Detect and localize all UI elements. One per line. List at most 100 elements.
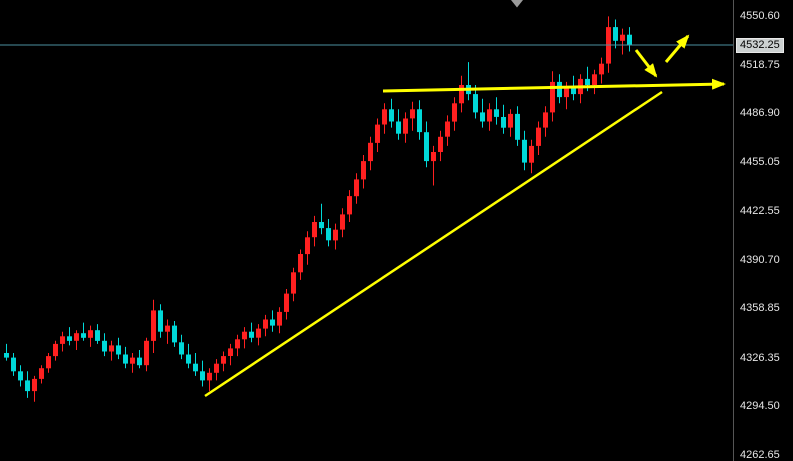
candle-body: [305, 237, 310, 255]
candle-body: [550, 81, 555, 113]
candle-body: [46, 356, 51, 369]
candle-body: [207, 372, 212, 381]
candle-body: [319, 222, 324, 229]
candle-body: [333, 229, 338, 241]
candle-body: [508, 113, 513, 128]
price-axis-label: 4358.85: [740, 302, 780, 314]
candle-body: [277, 311, 282, 326]
candle-body: [368, 142, 373, 162]
candle-body: [571, 88, 576, 95]
candle-body: [326, 228, 331, 241]
candle-body: [32, 378, 37, 392]
candle-body: [613, 27, 618, 41]
candle-body: [4, 353, 9, 358]
candle-body: [256, 328, 261, 338]
candle-body: [340, 214, 345, 230]
candle-body: [354, 179, 359, 197]
candle-body: [53, 343, 58, 357]
candle-body: [158, 310, 163, 332]
candle-series: [4, 16, 632, 402]
candle-body: [102, 340, 107, 352]
ascending-trendline[interactable]: [204, 90, 663, 398]
candle-body: [123, 354, 128, 364]
candle-body: [382, 109, 387, 125]
candle-body: [564, 88, 569, 98]
candle-body: [557, 81, 562, 98]
candle-body: [242, 331, 247, 340]
pullback-down-arrow[interactable]: [634, 49, 658, 78]
price-axis-label: 4326.35: [740, 352, 780, 364]
candle-body: [298, 254, 303, 273]
candle-body: [543, 112, 548, 128]
candle-body: [116, 345, 121, 355]
candle-body: [221, 356, 226, 364]
candle-body: [431, 152, 436, 162]
price-axis-label: 4455.05: [740, 156, 780, 168]
candle-body: [39, 368, 44, 379]
resistance-arrow[interactable]: [382, 78, 726, 93]
candle-body: [228, 348, 233, 356]
candle-body: [480, 112, 485, 122]
chart-shift-marker-icon: [511, 0, 523, 8]
price-axis-label: 4294.50: [740, 400, 780, 412]
current-price-tag: 4532.25: [736, 38, 784, 53]
candle-body: [130, 357, 135, 364]
candle-body: [270, 319, 275, 326]
candle-body: [515, 113, 520, 140]
candle-body: [620, 34, 625, 41]
candle-body: [60, 336, 65, 344]
candle-body: [375, 124, 380, 143]
candle-body: [172, 325, 177, 343]
candle-body: [312, 222, 317, 238]
price-axis-label: 4518.75: [740, 59, 780, 71]
price-axis[interactable]: 4550.60 4532.25 4518.75 4486.90 4455.05 4422.…: [734, 0, 793, 461]
candle-body: [74, 333, 79, 341]
candle-body: [200, 371, 205, 381]
candle-body: [403, 118, 408, 134]
candle-body: [389, 109, 394, 122]
candle-body: [592, 74, 597, 85]
candle-body: [25, 380, 30, 392]
candle-body: [445, 121, 450, 137]
candle-body: [144, 340, 149, 366]
candle-body: [137, 357, 142, 366]
candle-body: [81, 333, 86, 338]
candle-body: [235, 339, 240, 349]
axis-separator: [733, 0, 734, 461]
chart-annotations: [204, 34, 726, 398]
candle-body: [151, 310, 156, 341]
candle-body: [396, 121, 401, 134]
candle-body: [88, 330, 93, 338]
candle-body: [165, 325, 170, 332]
candle-body: [522, 139, 527, 163]
price-axis-label: 4550.60: [740, 10, 780, 22]
candle-body: [67, 336, 72, 341]
candle-body: [627, 34, 632, 45]
candle-body: [452, 103, 457, 122]
candle-body: [438, 136, 443, 152]
candle-body: [95, 330, 100, 341]
candle-body: [291, 272, 296, 294]
price-axis-label: 4422.55: [740, 205, 780, 217]
candle-body: [193, 363, 198, 372]
candle-body: [424, 132, 429, 162]
candle-body: [249, 331, 254, 338]
candlestick-chart-area[interactable]: [0, 0, 733, 461]
candle-body: [487, 109, 492, 122]
candle-body: [473, 94, 478, 113]
price-axis-label: 4390.70: [740, 254, 780, 266]
candle-body: [585, 78, 590, 85]
candle-body: [109, 345, 114, 352]
candle-body: [417, 109, 422, 133]
candle-body: [494, 109, 499, 117]
candle-body: [18, 371, 23, 381]
candle-body: [347, 196, 352, 215]
bounce-up-arrow[interactable]: [664, 34, 690, 63]
candle-body: [263, 319, 268, 329]
candle-body: [410, 109, 415, 119]
candle-body: [459, 85, 464, 104]
price-axis-label: 4486.90: [740, 107, 780, 119]
candle-body: [11, 357, 16, 372]
candle-body: [501, 117, 506, 128]
